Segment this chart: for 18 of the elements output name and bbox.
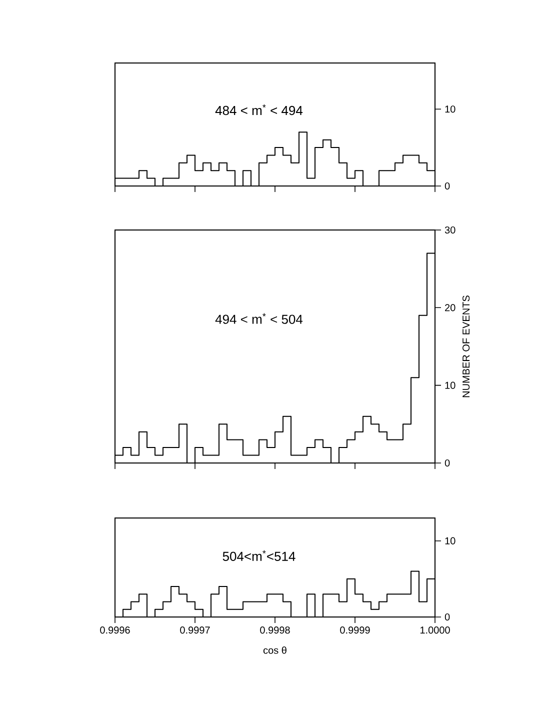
x-tick-label: 1.0000: [420, 626, 450, 634]
y-tick-label: 0: [444, 182, 450, 190]
y-tick-label: 10: [445, 382, 456, 389]
x-tick-label: 0.9999: [340, 626, 370, 634]
y-tick-label: 0: [444, 613, 450, 621]
annotation: 504<m$^{*}$<514: [222, 550, 296, 561]
y-tick-label: 10: [445, 537, 456, 544]
y-axis-title: NUMBER OF EVENTS: [462, 296, 470, 398]
y-tick-label: 0: [444, 459, 450, 467]
x-axis-title: cos θ: [263, 646, 286, 654]
y-tick-label: 20: [445, 304, 456, 312]
y-tick-label: 10: [445, 106, 456, 113]
x-tick-label: 0.9998: [260, 626, 290, 634]
annotation: 484 < m$^{*}$ < 494: [215, 104, 303, 116]
x-tick-label: 0.9996: [100, 626, 130, 634]
x-tick-label: 0.9997: [180, 626, 210, 634]
annotation: 494 < m$^{*}$ < 504: [215, 313, 303, 324]
y-tick-label: 30: [444, 226, 456, 234]
